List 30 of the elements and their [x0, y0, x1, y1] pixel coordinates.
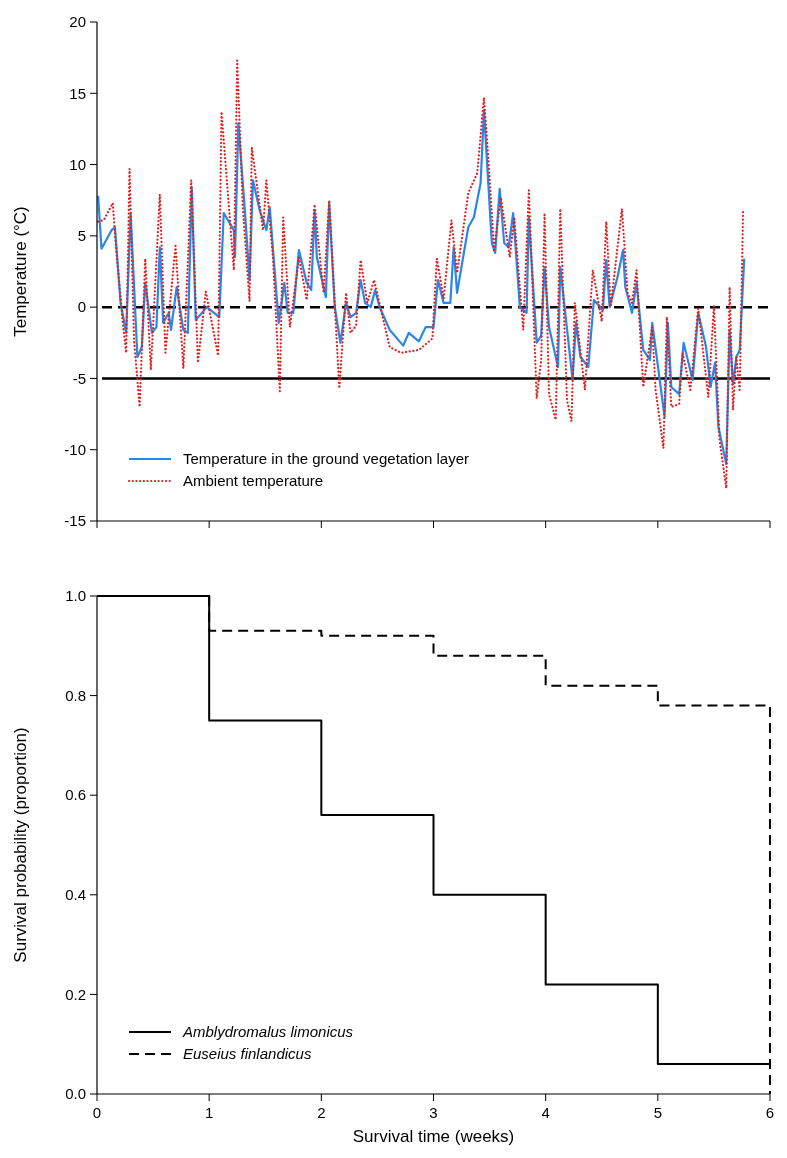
x-tick-label: 5: [653, 1104, 663, 1121]
y-tick-label: 0.6: [65, 786, 86, 804]
y-tick-label: 20: [69, 13, 86, 31]
y-tick-label: 0.2: [65, 985, 86, 1003]
x-axis-title: Survival time (weeks): [352, 1127, 515, 1146]
line-series: [97, 59, 745, 490]
y-tick-label: 0: [77, 298, 86, 316]
legend-label: Euseius finlandicus: [183, 1045, 312, 1063]
y-tick-label: 15: [69, 84, 86, 102]
y-tick-label: 0.4: [65, 886, 86, 904]
y-tick-label: 10: [69, 155, 86, 173]
y-axis-title: Survival probability (proportion): [11, 727, 30, 963]
legend-label: Amblydromalus limonicus: [182, 1023, 354, 1041]
x-tick-label: 2: [317, 1104, 326, 1121]
x-tick-label: 4: [541, 1104, 550, 1121]
line-series: [97, 109, 746, 466]
y-tick-label: 0.8: [65, 686, 86, 704]
y-tick-label: -5: [72, 369, 86, 387]
y-tick-label: 5: [77, 227, 86, 245]
y-tick-label: -10: [64, 440, 86, 458]
y-axis-title: Temperature (°C): [11, 206, 30, 337]
y-tick-label: -15: [64, 512, 86, 530]
x-tick-label: 0: [92, 1104, 102, 1121]
x-tick-label: 1: [204, 1104, 214, 1121]
legend-label: Temperature in the ground vegetation layer: [183, 450, 470, 468]
y-tick-label: 1.0: [65, 587, 86, 605]
y-tick-label: 0.0: [65, 1085, 86, 1103]
x-tick-label: 3: [429, 1104, 438, 1121]
legend-label: Ambient temperature: [183, 472, 324, 490]
x-tick-label: 6: [765, 1104, 775, 1121]
